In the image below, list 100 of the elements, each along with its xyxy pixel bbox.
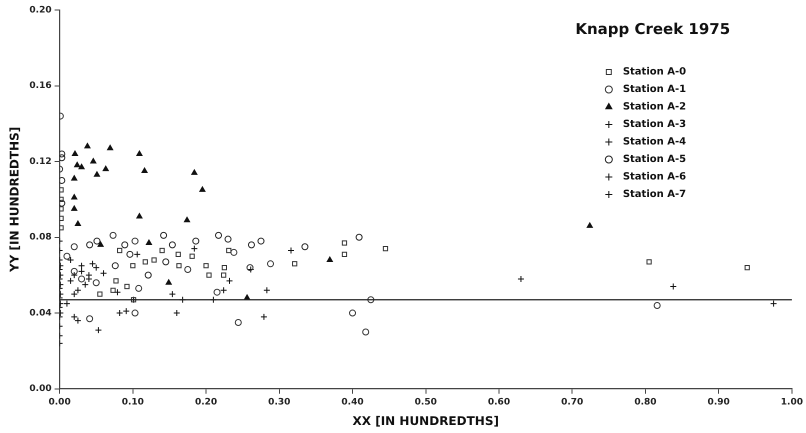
x-tick-label: 0.90 — [708, 398, 730, 408]
point — [114, 288, 121, 296]
point — [257, 238, 264, 245]
legend-label: Station A-5 — [622, 154, 686, 166]
point — [342, 240, 348, 246]
point — [86, 241, 94, 248]
point — [112, 262, 119, 270]
point — [224, 236, 232, 243]
point — [267, 260, 274, 268]
point — [70, 272, 78, 279]
x-tick-label: 0.70 — [561, 398, 584, 408]
legend-label: Station A-1 — [622, 84, 686, 96]
point — [74, 220, 82, 226]
point — [326, 256, 333, 262]
point — [102, 166, 109, 172]
point — [349, 310, 356, 317]
point — [162, 258, 170, 266]
y-axis-title: YY [IN HUNDREDTHS] — [7, 126, 22, 274]
point — [85, 272, 92, 279]
point — [86, 315, 94, 322]
point — [67, 256, 74, 264]
point — [199, 186, 206, 192]
point — [100, 270, 108, 277]
point — [60, 200, 66, 207]
x-tick-label: 0.40 — [341, 398, 364, 408]
point — [60, 187, 64, 193]
point — [234, 319, 242, 326]
point — [116, 310, 124, 317]
legend-label: Station A-0 — [622, 66, 686, 78]
point — [70, 313, 78, 320]
point — [85, 275, 92, 282]
point — [92, 279, 100, 286]
y-tick-label: 0.04 — [29, 308, 52, 318]
x-tick-label: 0.00 — [48, 398, 71, 408]
point — [117, 248, 122, 254]
point — [74, 317, 82, 324]
point — [184, 216, 190, 222]
point — [220, 286, 228, 294]
point — [78, 275, 86, 282]
point — [130, 263, 136, 268]
point — [67, 277, 74, 284]
y-tick-label: 0.08 — [29, 232, 52, 243]
point — [215, 232, 222, 239]
point — [84, 142, 91, 148]
point — [132, 310, 139, 317]
text: Knapp Creek 1975 — [575, 20, 730, 38]
point — [221, 272, 226, 278]
point — [670, 283, 677, 290]
point — [160, 248, 165, 254]
point — [60, 216, 64, 221]
point — [190, 254, 195, 259]
point — [94, 171, 100, 177]
point — [132, 238, 139, 245]
point — [82, 281, 89, 288]
x-tick-label: 0.10 — [122, 398, 144, 408]
point — [93, 238, 100, 245]
point — [146, 239, 152, 245]
legend-label: Station A-4 — [622, 136, 686, 148]
point — [71, 194, 78, 200]
y-tick-label: 0.00 — [29, 384, 52, 394]
point — [60, 196, 64, 202]
y-tick-label: 0.16 — [29, 81, 52, 92]
point — [206, 272, 212, 278]
point — [74, 286, 82, 294]
point — [92, 264, 100, 272]
point — [110, 232, 117, 239]
legend-label: Station A-3 — [622, 119, 686, 130]
point — [135, 284, 142, 292]
point — [136, 212, 143, 218]
point — [110, 288, 116, 293]
point — [141, 167, 148, 173]
point — [60, 154, 66, 162]
point — [122, 308, 130, 315]
point — [70, 243, 78, 250]
point — [78, 268, 86, 275]
point — [60, 206, 64, 212]
y-tick-label: 0.12 — [29, 156, 52, 167]
x-tick-label: 0.30 — [268, 398, 290, 408]
point — [94, 326, 102, 334]
point — [292, 261, 298, 266]
point — [184, 266, 192, 273]
point — [226, 277, 233, 284]
point — [367, 296, 374, 304]
point — [113, 278, 119, 284]
legend-label: Station A-7 — [622, 189, 686, 200]
point — [70, 268, 78, 275]
point — [191, 169, 198, 175]
x-tick-label: 1.00 — [780, 398, 804, 408]
point — [382, 246, 388, 252]
point — [136, 150, 143, 156]
point — [166, 279, 172, 285]
point — [60, 150, 66, 158]
point — [190, 245, 198, 252]
point — [63, 300, 70, 308]
point — [168, 241, 176, 248]
point — [97, 291, 103, 297]
point — [98, 241, 104, 247]
point — [222, 264, 227, 270]
point — [288, 247, 295, 254]
point — [214, 288, 221, 296]
